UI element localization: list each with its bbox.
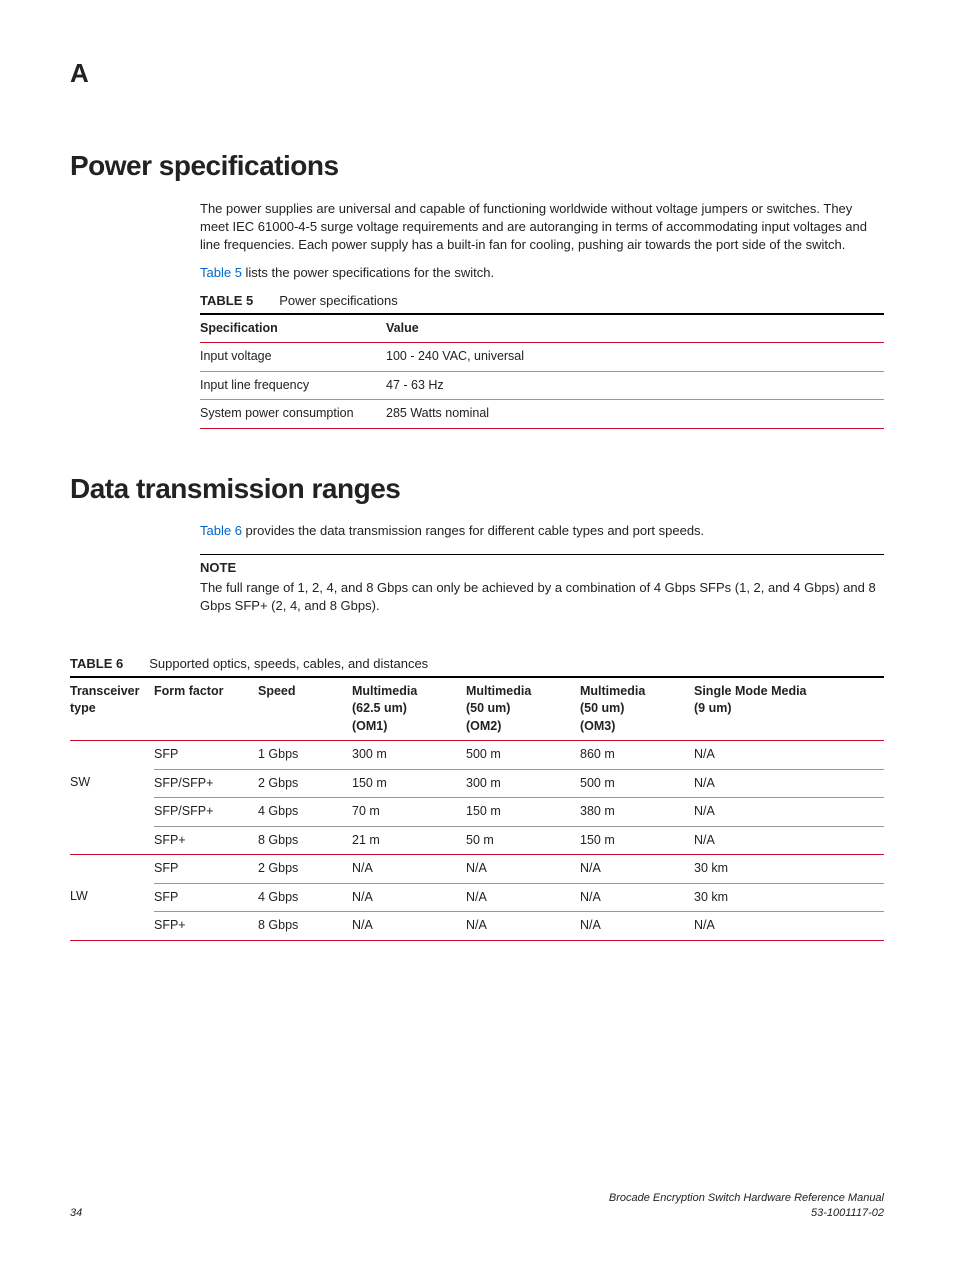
table-cell: 8 Gbps bbox=[258, 826, 352, 855]
table-cell: 8 Gbps bbox=[258, 912, 352, 941]
table6-link[interactable]: Table 6 bbox=[200, 523, 242, 538]
doc-title: Brocade Encryption Switch Hardware Refer… bbox=[609, 1191, 884, 1206]
table6-body: SFP1 Gbps300 m500 m860 mN/ASWSFP/SFP+2 G… bbox=[70, 741, 884, 941]
power-paragraph-1: The power supplies are universal and cap… bbox=[200, 200, 884, 255]
table-cell: Input line frequency bbox=[200, 371, 386, 400]
table-cell: 70 m bbox=[352, 798, 466, 827]
table-cell: N/A bbox=[352, 883, 466, 912]
table-cell: 50 m bbox=[466, 826, 580, 855]
table6-header: Form factor bbox=[154, 678, 258, 741]
table-cell: System power consumption bbox=[200, 400, 386, 428]
table6-header: Transceiver type bbox=[70, 678, 154, 741]
rule bbox=[200, 554, 884, 555]
table-cell bbox=[70, 741, 154, 769]
section-title-data: Data transmission ranges bbox=[70, 469, 884, 508]
table-cell: SFP bbox=[154, 855, 258, 884]
table-cell: N/A bbox=[694, 826, 884, 855]
table5-caption-text: Power specifications bbox=[279, 293, 398, 308]
table6-label: TABLE 6 bbox=[70, 656, 123, 671]
data-paragraph-1-rest: provides the data transmission ranges fo… bbox=[242, 523, 704, 538]
table-cell: 285 Watts nominal bbox=[386, 400, 884, 428]
note-text: The full range of 1, 2, 4, and 8 Gbps ca… bbox=[200, 579, 884, 615]
table-cell: N/A bbox=[466, 912, 580, 941]
table-cell: 300 m bbox=[466, 769, 580, 798]
table5-body: Input voltage100 - 240 VAC, universalInp… bbox=[200, 343, 884, 428]
table-cell bbox=[70, 826, 154, 855]
table-cell: N/A bbox=[466, 855, 580, 884]
power-paragraph-2-rest: lists the power specifications for the s… bbox=[242, 265, 494, 280]
table6-caption-text: Supported optics, speeds, cables, and di… bbox=[149, 656, 428, 671]
table-cell: SFP bbox=[154, 883, 258, 912]
table-cell: N/A bbox=[694, 741, 884, 769]
table-cell: N/A bbox=[580, 883, 694, 912]
table6-caption: TABLE 6 Supported optics, speeds, cables,… bbox=[70, 655, 884, 673]
page-footer: 34 Brocade Encryption Switch Hardware Re… bbox=[70, 1191, 884, 1222]
table-cell: 500 m bbox=[466, 741, 580, 769]
table5-label: TABLE 5 bbox=[200, 293, 253, 308]
table-cell: SFP bbox=[154, 741, 258, 769]
table-cell: N/A bbox=[694, 769, 884, 798]
rule bbox=[200, 428, 884, 429]
table6-header: Speed bbox=[258, 678, 352, 741]
table-cell: 2 Gbps bbox=[258, 769, 352, 798]
table-cell bbox=[70, 798, 154, 827]
table6-header: Single Mode Media(9 um) bbox=[694, 678, 884, 741]
table-cell bbox=[70, 912, 154, 941]
table-cell bbox=[70, 855, 154, 884]
table-cell: LW bbox=[70, 883, 154, 912]
table5-caption: TABLE 5 Power specifications bbox=[200, 292, 884, 310]
table6-header: Multimedia(62.5 um)(OM1) bbox=[352, 678, 466, 741]
table-cell: SFP+ bbox=[154, 826, 258, 855]
table-cell: N/A bbox=[352, 855, 466, 884]
table5-link[interactable]: Table 5 bbox=[200, 265, 242, 280]
table-cell: 150 m bbox=[352, 769, 466, 798]
table-cell: N/A bbox=[694, 912, 884, 941]
table-cell: 21 m bbox=[352, 826, 466, 855]
appendix-letter: A bbox=[70, 55, 884, 91]
table-cell: N/A bbox=[352, 912, 466, 941]
note-label: NOTE bbox=[200, 559, 884, 577]
table-cell: SW bbox=[70, 769, 154, 798]
table-cell: SFP/SFP+ bbox=[154, 798, 258, 827]
table-cell: 150 m bbox=[580, 826, 694, 855]
table-cell: N/A bbox=[694, 798, 884, 827]
section-title-power: Power specifications bbox=[70, 146, 884, 185]
page-number: 34 bbox=[70, 1206, 82, 1221]
power-paragraph-2: Table 5 lists the power specifications f… bbox=[200, 264, 884, 282]
table6-header: Multimedia(50 um)(OM2) bbox=[466, 678, 580, 741]
table-cell: 4 Gbps bbox=[258, 798, 352, 827]
table-cell: 30 km bbox=[694, 883, 884, 912]
table-cell: 380 m bbox=[580, 798, 694, 827]
table5-header: Value bbox=[386, 315, 884, 343]
table-cell: N/A bbox=[466, 883, 580, 912]
table-cell: N/A bbox=[580, 855, 694, 884]
table5: Specification Value bbox=[200, 315, 884, 343]
table-cell: 1 Gbps bbox=[258, 741, 352, 769]
table-cell: 47 - 63 Hz bbox=[386, 371, 884, 400]
table5-header: Specification bbox=[200, 315, 386, 343]
table-cell: 860 m bbox=[580, 741, 694, 769]
table-cell: SFP+ bbox=[154, 912, 258, 941]
table-cell: 30 km bbox=[694, 855, 884, 884]
table-cell: SFP/SFP+ bbox=[154, 769, 258, 798]
data-paragraph-1: Table 6 provides the data transmission r… bbox=[200, 522, 884, 540]
table-cell: Input voltage bbox=[200, 343, 386, 371]
table-cell: 150 m bbox=[466, 798, 580, 827]
table6-header: Multimedia(50 um)(OM3) bbox=[580, 678, 694, 741]
table-cell: 300 m bbox=[352, 741, 466, 769]
table-cell: N/A bbox=[580, 912, 694, 941]
table6: Transceiver typeForm factorSpeedMultimed… bbox=[70, 678, 884, 741]
doc-number: 53-1001117-02 bbox=[609, 1206, 884, 1221]
table-cell: 4 Gbps bbox=[258, 883, 352, 912]
note-block: NOTE The full range of 1, 2, 4, and 8 Gb… bbox=[200, 554, 884, 616]
table-cell: 500 m bbox=[580, 769, 694, 798]
table-cell: 2 Gbps bbox=[258, 855, 352, 884]
table-cell: 100 - 240 VAC, universal bbox=[386, 343, 884, 371]
